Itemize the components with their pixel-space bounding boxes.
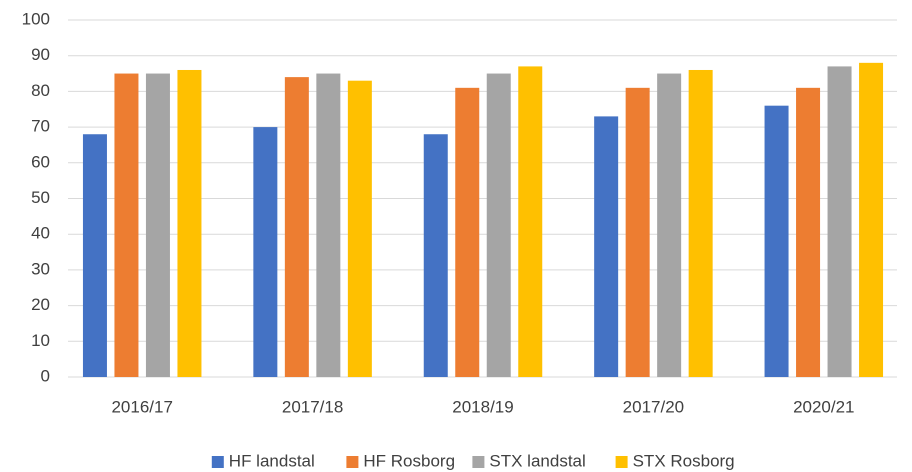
x-tick-label: 2016/17 bbox=[111, 397, 172, 416]
bar bbox=[594, 116, 619, 377]
bar bbox=[82, 134, 107, 377]
bar bbox=[253, 127, 278, 377]
bar bbox=[625, 87, 650, 377]
y-tick-label: 10 bbox=[31, 331, 50, 350]
y-tick-label: 20 bbox=[31, 295, 50, 314]
x-tick-label: 2017/20 bbox=[623, 397, 684, 416]
bar bbox=[859, 62, 884, 378]
bar bbox=[764, 105, 789, 378]
x-tick-label: 2018/19 bbox=[452, 397, 513, 416]
y-tick-label: 100 bbox=[22, 9, 50, 28]
bar bbox=[145, 73, 170, 378]
bar bbox=[316, 73, 341, 378]
x-tick-label: 2020/21 bbox=[793, 397, 854, 416]
bar bbox=[423, 134, 448, 377]
y-tick-label: 70 bbox=[31, 117, 50, 136]
bar bbox=[518, 66, 543, 377]
bar bbox=[796, 87, 821, 377]
y-tick-label: 80 bbox=[31, 81, 50, 100]
legend-label: HF Rosborg bbox=[363, 451, 455, 470]
y-tick-label: 40 bbox=[31, 224, 50, 243]
y-tick-label: 60 bbox=[31, 152, 50, 171]
legend-label: STX landstal bbox=[489, 451, 585, 470]
bar bbox=[486, 73, 511, 378]
bar bbox=[657, 73, 682, 378]
legend-swatch bbox=[472, 456, 485, 468]
x-tick-label: 2017/18 bbox=[282, 397, 343, 416]
bar bbox=[347, 80, 372, 377]
legend-swatch bbox=[346, 456, 359, 468]
bar bbox=[455, 87, 480, 377]
y-tick-label: 50 bbox=[31, 188, 50, 207]
legend-swatch bbox=[615, 456, 628, 468]
legend-label: STX Rosborg bbox=[633, 451, 735, 470]
y-tick-label: 90 bbox=[31, 45, 50, 64]
y-tick-label: 0 bbox=[41, 366, 50, 385]
bar bbox=[114, 73, 139, 378]
legend-label: HF landstal bbox=[229, 451, 315, 470]
y-tick-label: 30 bbox=[31, 259, 50, 278]
bar bbox=[177, 69, 202, 377]
legend-swatch bbox=[211, 456, 224, 468]
bar bbox=[284, 77, 309, 378]
bar bbox=[827, 66, 852, 377]
bar bbox=[688, 69, 713, 377]
